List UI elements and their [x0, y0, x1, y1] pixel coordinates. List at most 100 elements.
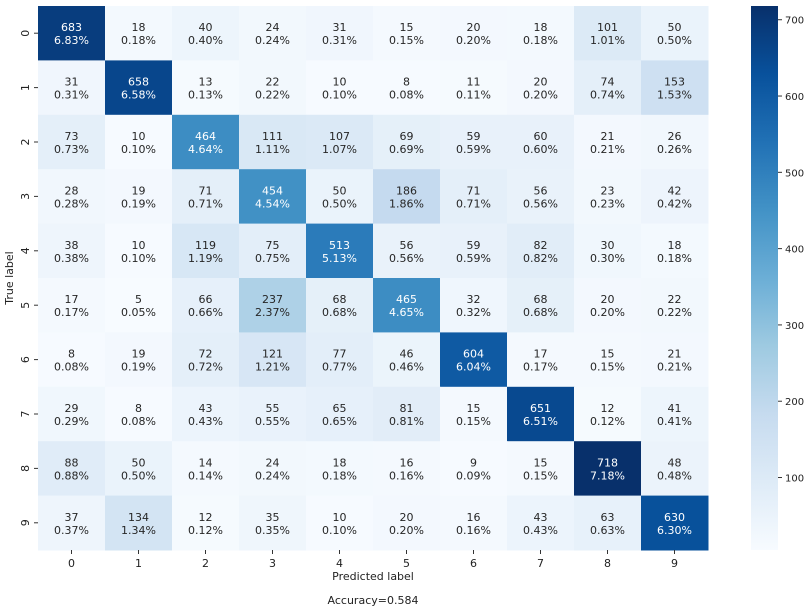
cell-percent-9-6: 0.16%	[456, 524, 491, 537]
cell-count-1-9: 153	[664, 76, 685, 89]
cell-0-8	[574, 6, 642, 61]
cell-1-1	[105, 60, 173, 116]
y-axis-label: True label	[3, 251, 16, 305]
heatmap-cells	[38, 6, 709, 551]
cell-percent-6-6: 6.04%	[456, 361, 491, 374]
cell-count-1-5: 8	[403, 76, 410, 89]
cell-count-1-2: 13	[199, 76, 213, 89]
cell-6-9	[641, 332, 709, 388]
cell-percent-8-9: 0.48%	[657, 469, 692, 482]
colorbar: 100 200 300 400 500 600 700	[751, 6, 804, 550]
cell-8-7	[507, 441, 575, 497]
cell-percent-4-5: 0.56%	[389, 252, 424, 265]
cell-count-3-4: 50	[333, 184, 347, 197]
cell-percent-3-3: 4.54%	[255, 197, 290, 210]
cell-5-7	[507, 278, 575, 333]
cell-count-9-7: 43	[534, 511, 548, 524]
cell-8-2	[172, 441, 240, 497]
cell-percent-7-3: 0.55%	[255, 415, 290, 428]
y-tick-label-8: 8	[19, 465, 32, 472]
cell-count-8-9: 48	[668, 456, 682, 469]
cell-3-1	[105, 169, 173, 225]
cell-count-1-3: 22	[266, 76, 280, 89]
cell-8-4	[306, 441, 374, 497]
cell-7-4	[306, 386, 374, 442]
cell-8-5	[373, 441, 441, 497]
cell-4-6	[440, 223, 508, 279]
y-tick-label-1: 1	[19, 84, 32, 91]
y-tick-label-9: 9	[19, 519, 32, 526]
cell-percent-2-8: 0.21%	[590, 143, 625, 156]
cell-4-4	[306, 223, 374, 279]
cell-percent-6-7: 0.17%	[523, 361, 558, 374]
cell-4-2	[172, 223, 240, 279]
cell-0-2	[172, 6, 240, 61]
cell-percent-5-9: 0.22%	[657, 306, 692, 319]
cell-percent-6-0: 0.08%	[54, 361, 89, 374]
cell-percent-1-7: 0.20%	[523, 89, 558, 102]
cell-count-9-0: 37	[65, 511, 79, 524]
cell-percent-6-1: 0.19%	[121, 361, 156, 374]
cell-count-3-8: 23	[601, 184, 615, 197]
cell-percent-9-2: 0.12%	[188, 524, 223, 537]
cell-0-1	[105, 6, 173, 61]
cell-percent-0-1: 0.18%	[121, 34, 156, 47]
cell-2-2	[172, 114, 240, 170]
cell-percent-8-0: 0.88%	[54, 469, 89, 482]
cell-1-7	[507, 60, 575, 116]
colorbar-tick-label-0: 100	[785, 474, 804, 485]
cell-count-9-6: 16	[467, 511, 481, 524]
cell-count-1-6: 11	[467, 76, 481, 89]
cell-percent-0-4: 0.31%	[322, 34, 357, 47]
cell-4-0	[38, 223, 106, 279]
cell-percent-0-7: 0.18%	[523, 34, 558, 47]
cell-count-8-3: 24	[266, 456, 280, 469]
cell-0-9	[641, 6, 709, 61]
cell-2-6	[440, 114, 508, 170]
cell-percent-1-8: 0.74%	[590, 89, 625, 102]
cell-percent-3-0: 0.28%	[54, 197, 89, 210]
cell-7-8	[574, 386, 642, 442]
cell-count-3-0: 28	[65, 184, 79, 197]
cell-percent-9-8: 0.63%	[590, 524, 625, 537]
cell-6-0	[38, 332, 106, 388]
cell-9-0	[38, 495, 106, 551]
cell-7-9	[641, 386, 709, 442]
cell-3-2	[172, 169, 240, 225]
cell-6-6	[440, 332, 508, 388]
y-tick-label-7: 7	[19, 411, 32, 418]
cell-percent-7-2: 0.43%	[188, 415, 223, 428]
cell-count-6-9: 21	[668, 348, 682, 361]
cell-count-4-6: 59	[467, 239, 481, 252]
cell-percent-7-6: 0.15%	[456, 415, 491, 428]
cell-percent-9-9: 6.30%	[657, 524, 692, 537]
cell-count-0-9: 50	[668, 21, 682, 34]
cell-count-3-2: 71	[199, 184, 213, 197]
cell-percent-5-5: 4.65%	[389, 306, 424, 319]
cell-3-9	[641, 169, 709, 225]
cell-percent-3-7: 0.56%	[523, 197, 558, 210]
cell-percent-1-5: 0.08%	[389, 89, 424, 102]
cell-percent-2-2: 4.64%	[188, 143, 223, 156]
cell-percent-8-5: 0.16%	[389, 469, 424, 482]
cell-percent-7-7: 6.51%	[523, 415, 558, 428]
cell-count-8-2: 14	[199, 456, 213, 469]
cell-percent-5-6: 0.32%	[456, 306, 491, 319]
cell-percent-2-5: 0.69%	[389, 143, 424, 156]
cell-5-0	[38, 278, 106, 333]
cell-percent-8-3: 0.24%	[255, 469, 290, 482]
cell-count-4-9: 18	[668, 239, 682, 252]
cell-6-1	[105, 332, 173, 388]
cell-count-4-1: 10	[132, 239, 146, 252]
x-tick-label-9: 9	[671, 557, 678, 570]
cell-count-5-4: 68	[333, 293, 347, 306]
cell-percent-5-4: 0.68%	[322, 306, 357, 319]
colorbar-tick-label-2: 300	[785, 321, 804, 332]
cell-count-2-4: 107	[329, 130, 350, 143]
colorbar-tick-label-6: 700	[785, 16, 804, 27]
cell-2-7	[507, 114, 575, 170]
cell-count-1-0: 31	[65, 76, 79, 89]
cell-count-2-6: 59	[467, 130, 481, 143]
cell-5-9	[641, 278, 709, 333]
